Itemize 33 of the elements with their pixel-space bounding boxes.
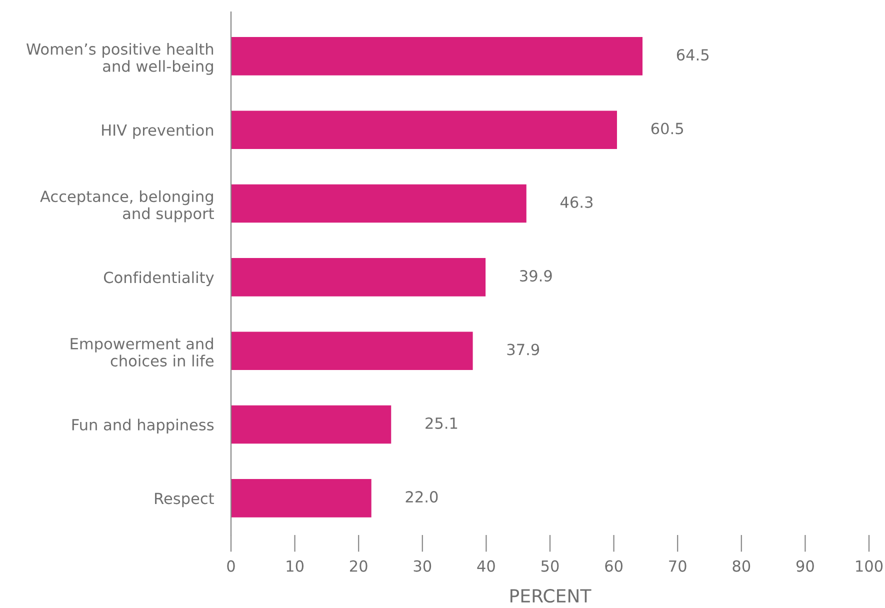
data-label: 60.5 [651, 122, 684, 134]
bar [231, 405, 392, 444]
x-tick-label: 60 [605, 560, 623, 572]
x-tick-label: 30 [414, 560, 432, 572]
bar [231, 258, 486, 296]
x-tick-label: 10 [286, 560, 304, 572]
x-tick-label: 90 [796, 560, 814, 572]
y-tick-label: Confidentiality [104, 271, 214, 286]
x-tick-label: 40 [477, 560, 495, 572]
x-tick-label: 80 [732, 560, 750, 572]
data-label: 22.0 [406, 491, 438, 503]
y-tick-label: HIV prevention [102, 124, 214, 139]
y-tick-label: Respect [155, 492, 214, 508]
bar [231, 37, 643, 76]
x-tick-label: 50 [541, 560, 559, 572]
y-tick-label: Women’s positive health and well-being [26, 43, 214, 75]
data-label: 46.3 [560, 196, 593, 208]
data-label: 25.1 [426, 417, 458, 429]
y-tick-label: Empowerment and choices in life [70, 338, 214, 367]
data-label: 64.5 [676, 49, 709, 61]
x-tick-label: 0 [227, 560, 235, 572]
x-tick-label: 100 [856, 560, 883, 572]
bar [231, 332, 473, 370]
bar [231, 479, 372, 518]
x-tick-label: 70 [669, 560, 686, 572]
x-axis-title: PERCENT [510, 588, 592, 603]
data-label: 39.9 [520, 270, 552, 282]
x-tick-label: 20 [350, 560, 368, 572]
bar [231, 110, 617, 150]
y-tick-label: Acceptance, belonging and support [40, 190, 214, 222]
y-tick-label: Fun and happiness [72, 418, 214, 434]
data-label: 37.9 [507, 344, 540, 356]
bar [231, 184, 526, 223]
